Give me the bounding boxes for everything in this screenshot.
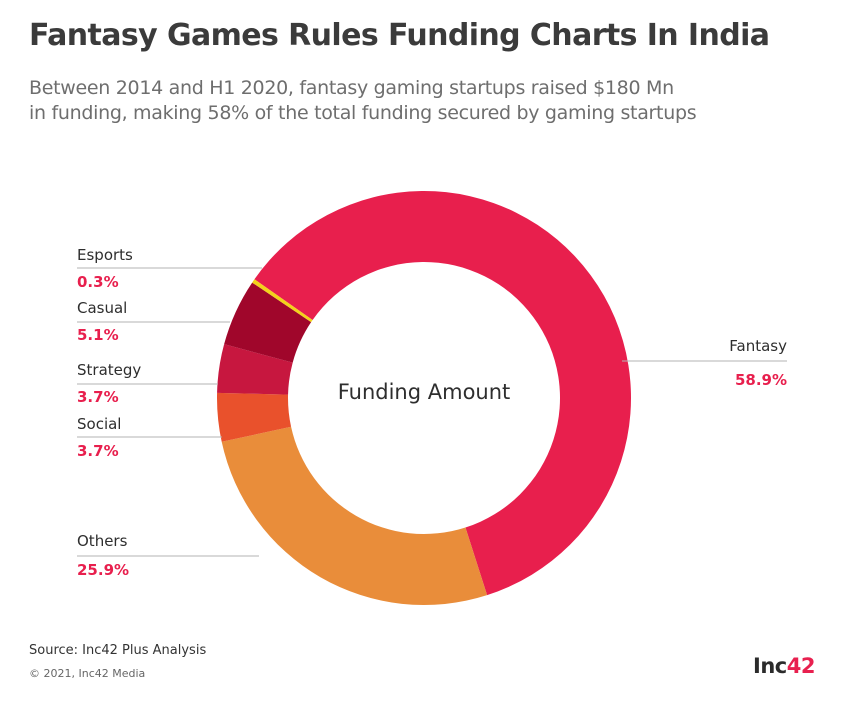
slice-value-esports: 0.3%	[77, 273, 119, 291]
copyright-note: © 2021, Inc42 Media	[29, 667, 146, 680]
logo-text: Inc	[753, 654, 787, 678]
inc42-logo: Inc42	[753, 654, 815, 678]
slice-name-casual: Casual	[77, 299, 127, 317]
slice-labels: Fantasy 58.9% Others 25.9% Social 3.7% Strateg…	[77, 246, 787, 579]
slice-name-fantasy: Fantasy	[729, 337, 787, 355]
slice-strategy	[217, 344, 293, 395]
slice-value-casual: 5.1%	[77, 326, 119, 344]
subtitle-line-1: Between 2014 and H1 2020, fantasy gaming…	[29, 77, 674, 99]
slice-value-strategy: 3.7%	[77, 388, 119, 406]
slice-value-others: 25.9%	[77, 561, 129, 579]
donut-center-label: Funding Amount	[338, 380, 511, 404]
slice-value-social: 3.7%	[77, 442, 119, 460]
slice-name-strategy: Strategy	[77, 361, 141, 379]
slice-name-esports: Esports	[77, 246, 133, 264]
label-leader-lines	[77, 267, 787, 557]
source-note: Source: Inc42 Plus Analysis	[29, 643, 207, 658]
subtitle-line-2: in funding, making 58% of the total fund…	[29, 102, 697, 124]
logo-accent: 42	[786, 654, 816, 678]
slice-social	[216, 392, 292, 442]
slice-fantasy	[254, 191, 631, 596]
slice-value-fantasy: 58.9%	[735, 371, 787, 389]
donut-slices	[216, 191, 631, 605]
slice-others	[221, 426, 488, 605]
chart-title: Fantasy Games Rules Funding Charts In In…	[29, 18, 770, 53]
slice-esports	[252, 279, 313, 323]
slice-casual	[224, 282, 312, 363]
slice-name-social: Social	[77, 415, 121, 433]
slice-name-others: Others	[77, 532, 128, 550]
chart-subtitle: Between 2014 and H1 2020, fantasy gaming…	[29, 76, 849, 126]
